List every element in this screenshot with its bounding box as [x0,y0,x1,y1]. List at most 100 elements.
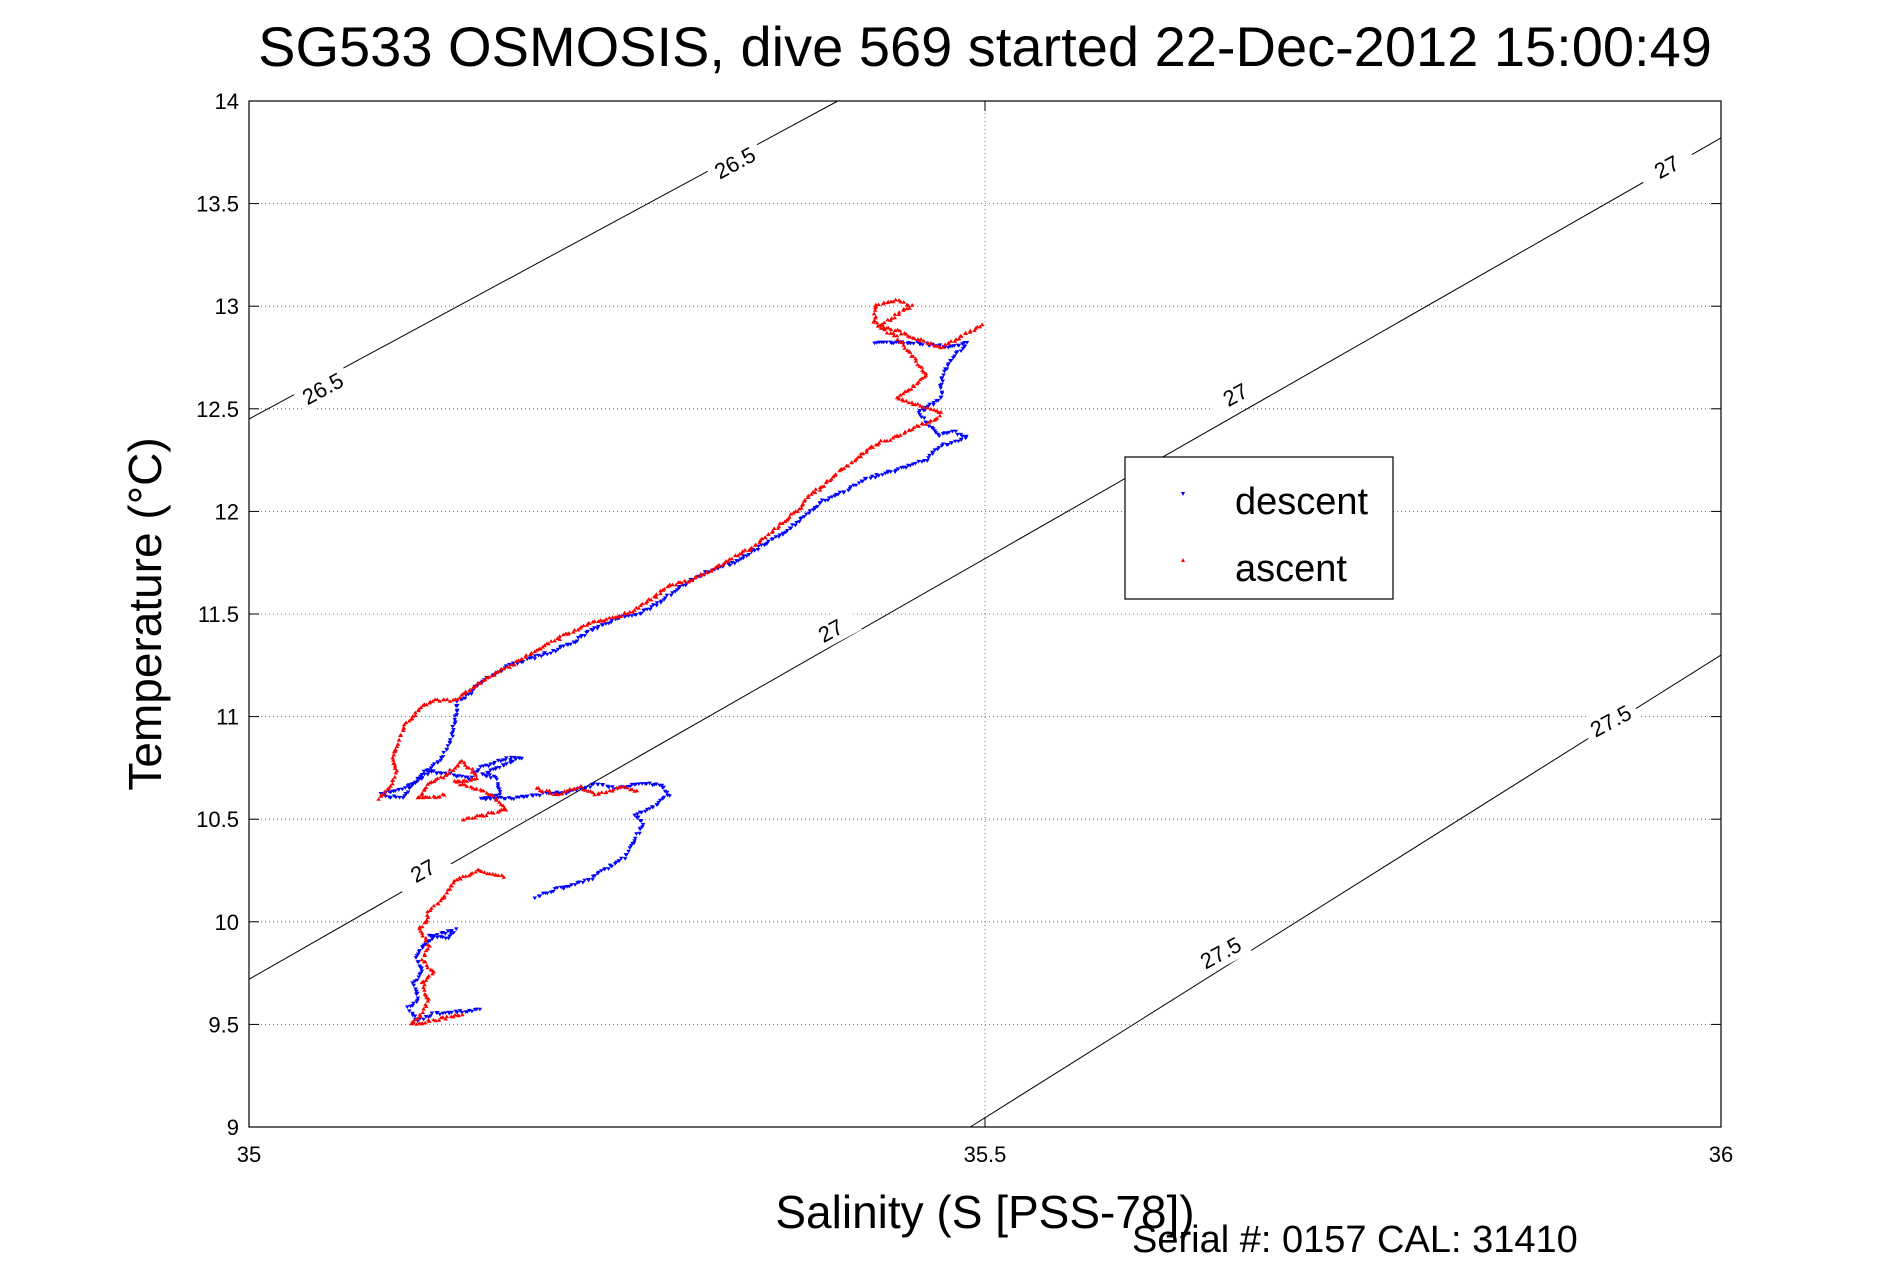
point-ascent [419,792,425,797]
point-ascent [529,651,534,655]
point-ascent [419,791,425,795]
point-descent [622,857,628,861]
point-ascent [427,780,433,785]
point-descent [925,459,930,463]
point-descent [504,756,509,760]
point-descent [939,376,945,380]
point-descent [946,345,951,350]
point-ascent [898,393,903,397]
point-ascent [424,920,429,924]
point-ascent [923,422,929,426]
point-ascent [467,688,473,693]
point-descent [863,476,869,481]
point-descent [426,1015,431,1020]
point-ascent [559,791,565,796]
point-descent [939,390,945,395]
point-descent [438,758,444,763]
point-descent [585,629,590,634]
point-ascent [817,488,823,492]
legend-box [1124,456,1394,600]
point-descent [595,782,600,787]
point-descent [555,647,561,652]
point-ascent [471,685,476,689]
point-ascent [423,936,429,940]
point-descent [421,1017,426,1022]
point-ascent [870,445,876,449]
point-ascent [934,408,940,413]
point-descent [582,878,587,883]
point-descent [744,554,749,558]
point-ascent [888,327,894,332]
point-ascent [457,695,462,700]
point-descent [919,415,924,420]
point-descent [498,759,504,764]
point-descent [477,1007,483,1012]
point-descent [500,758,506,762]
point-descent [517,756,523,761]
point-ascent [561,632,566,637]
point-ascent [979,322,985,327]
point-ascent [396,737,402,742]
y-tick-label: 11 [216,705,239,730]
point-descent [454,708,460,713]
point-ascent [618,614,624,618]
point-descent [935,432,941,437]
point-ascent [409,1020,415,1025]
point-descent [586,878,591,883]
point-ascent [878,438,884,443]
density-contour-27-1 [248,137,1722,980]
point-ascent [409,716,415,720]
point-ascent [648,597,654,602]
point-ascent [442,894,447,898]
point-ascent [462,763,468,767]
point-ascent [891,333,897,338]
point-descent [443,936,448,941]
point-ascent [644,599,650,603]
point-ascent [470,766,475,771]
point-descent [453,774,459,779]
point-ascent [469,770,475,774]
point-ascent [753,542,759,547]
point-ascent [394,744,400,748]
point-ascent [501,666,507,671]
point-descent [491,774,497,779]
point-ascent [592,619,597,623]
point-descent [632,839,637,843]
series-ascent-points [376,297,985,1026]
point-ascent [607,615,612,620]
point-descent [596,870,601,875]
point-ascent [437,699,443,703]
point-descent [638,826,643,831]
point-ascent [426,996,431,1001]
point-ascent [472,815,478,820]
point-ascent [464,779,470,783]
point-descent [880,473,885,477]
point-descent [440,931,446,935]
legend-descent-marker [1181,492,1185,496]
point-descent [486,764,491,769]
point-ascent [393,770,399,775]
point-ascent [611,787,616,792]
y-tick-label: 9.5 [208,1012,239,1037]
point-descent [419,969,425,974]
point-ascent [898,433,903,437]
point-ascent [911,425,917,429]
point-ascent [417,1012,423,1017]
point-ascent [895,327,900,332]
point-descent [451,773,457,778]
point-ascent [538,647,543,651]
point-descent [670,591,675,595]
point-ascent [654,595,659,599]
point-ascent [493,796,499,801]
point-ascent [469,871,475,875]
point-descent [424,768,429,773]
point-ascent [422,992,428,996]
point-descent [529,793,535,798]
point-descent [553,649,558,654]
point-descent [856,481,862,485]
point-ascent [378,794,384,798]
point-descent [416,975,422,980]
point-ascent [928,407,934,411]
point-descent [931,401,936,405]
point-descent [414,989,419,994]
